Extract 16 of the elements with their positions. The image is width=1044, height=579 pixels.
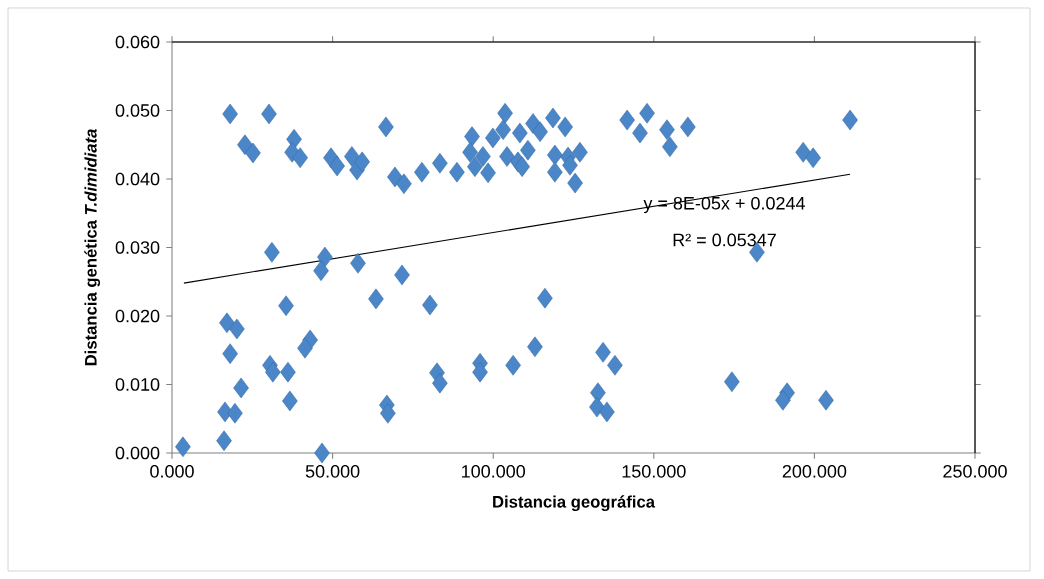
y-axis-title: Distancia genética T.dimidiata xyxy=(84,129,101,366)
y-tick-label: 0.050 xyxy=(115,104,160,117)
y-tick-label: 0.060 xyxy=(115,35,160,49)
annotation: R² = 0.05347 xyxy=(673,233,776,247)
y-tick-label: 0.020 xyxy=(115,309,160,323)
y-tick-label: 0.040 xyxy=(115,172,160,186)
y-tick-label: 0.030 xyxy=(115,241,160,254)
y-tick-label: 0.010 xyxy=(115,378,160,391)
x-tick-label: 0.000 xyxy=(150,464,194,478)
x-tick-label: 100.000 xyxy=(462,464,526,478)
x-axis-title: Distancia geográfica xyxy=(493,495,656,512)
x-tick-label: 50.000 xyxy=(305,464,360,478)
x-tick-label: 200.000 xyxy=(782,464,847,478)
y-tick-label: 0.000 xyxy=(115,446,160,460)
x-tick-label: 250.000 xyxy=(943,464,1007,478)
x-tick-label: 150.000 xyxy=(622,464,686,478)
